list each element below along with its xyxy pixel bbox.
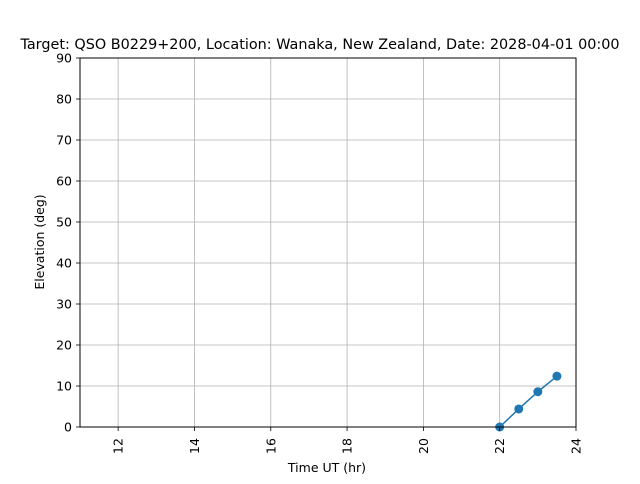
y-tick-label: 40	[56, 256, 72, 271]
y-axis-label: Elevation (deg)	[32, 194, 47, 289]
y-tick-label: 20	[56, 338, 72, 353]
data-point	[533, 387, 543, 397]
y-tick-label: 80	[56, 92, 72, 107]
y-tick-label: 90	[56, 51, 72, 66]
series-line	[499, 375, 558, 428]
x-tick-label: 12	[111, 438, 126, 454]
data-point	[552, 371, 562, 381]
y-tick-label: 70	[56, 133, 72, 148]
tick-layer: 12 14 16 18 20 22 24 0 10 20 30 40 50 60 70 80 90	[56, 51, 583, 454]
y-tick-label: 50	[56, 215, 72, 230]
y-tick-label: 30	[56, 297, 72, 312]
y-tick-label: 0	[64, 420, 72, 435]
x-tick-label: 18	[340, 438, 355, 454]
x-tick-label: 22	[492, 438, 507, 454]
x-tick-label: 20	[416, 438, 431, 454]
y-tick-label: 60	[56, 174, 72, 189]
grid-layer	[80, 57, 577, 428]
x-axis-label: Time UT (hr)	[287, 460, 366, 475]
series-layer	[495, 371, 562, 432]
plot-frame	[79, 57, 577, 428]
x-tick-label: 24	[569, 438, 584, 454]
chart-title: Target: QSO B0229+200, Location: Wanaka,…	[19, 37, 619, 53]
x-tick-label: 14	[187, 438, 202, 454]
data-point	[514, 404, 524, 414]
x-tick-label: 16	[263, 438, 278, 454]
y-tick-label: 10	[56, 379, 72, 394]
